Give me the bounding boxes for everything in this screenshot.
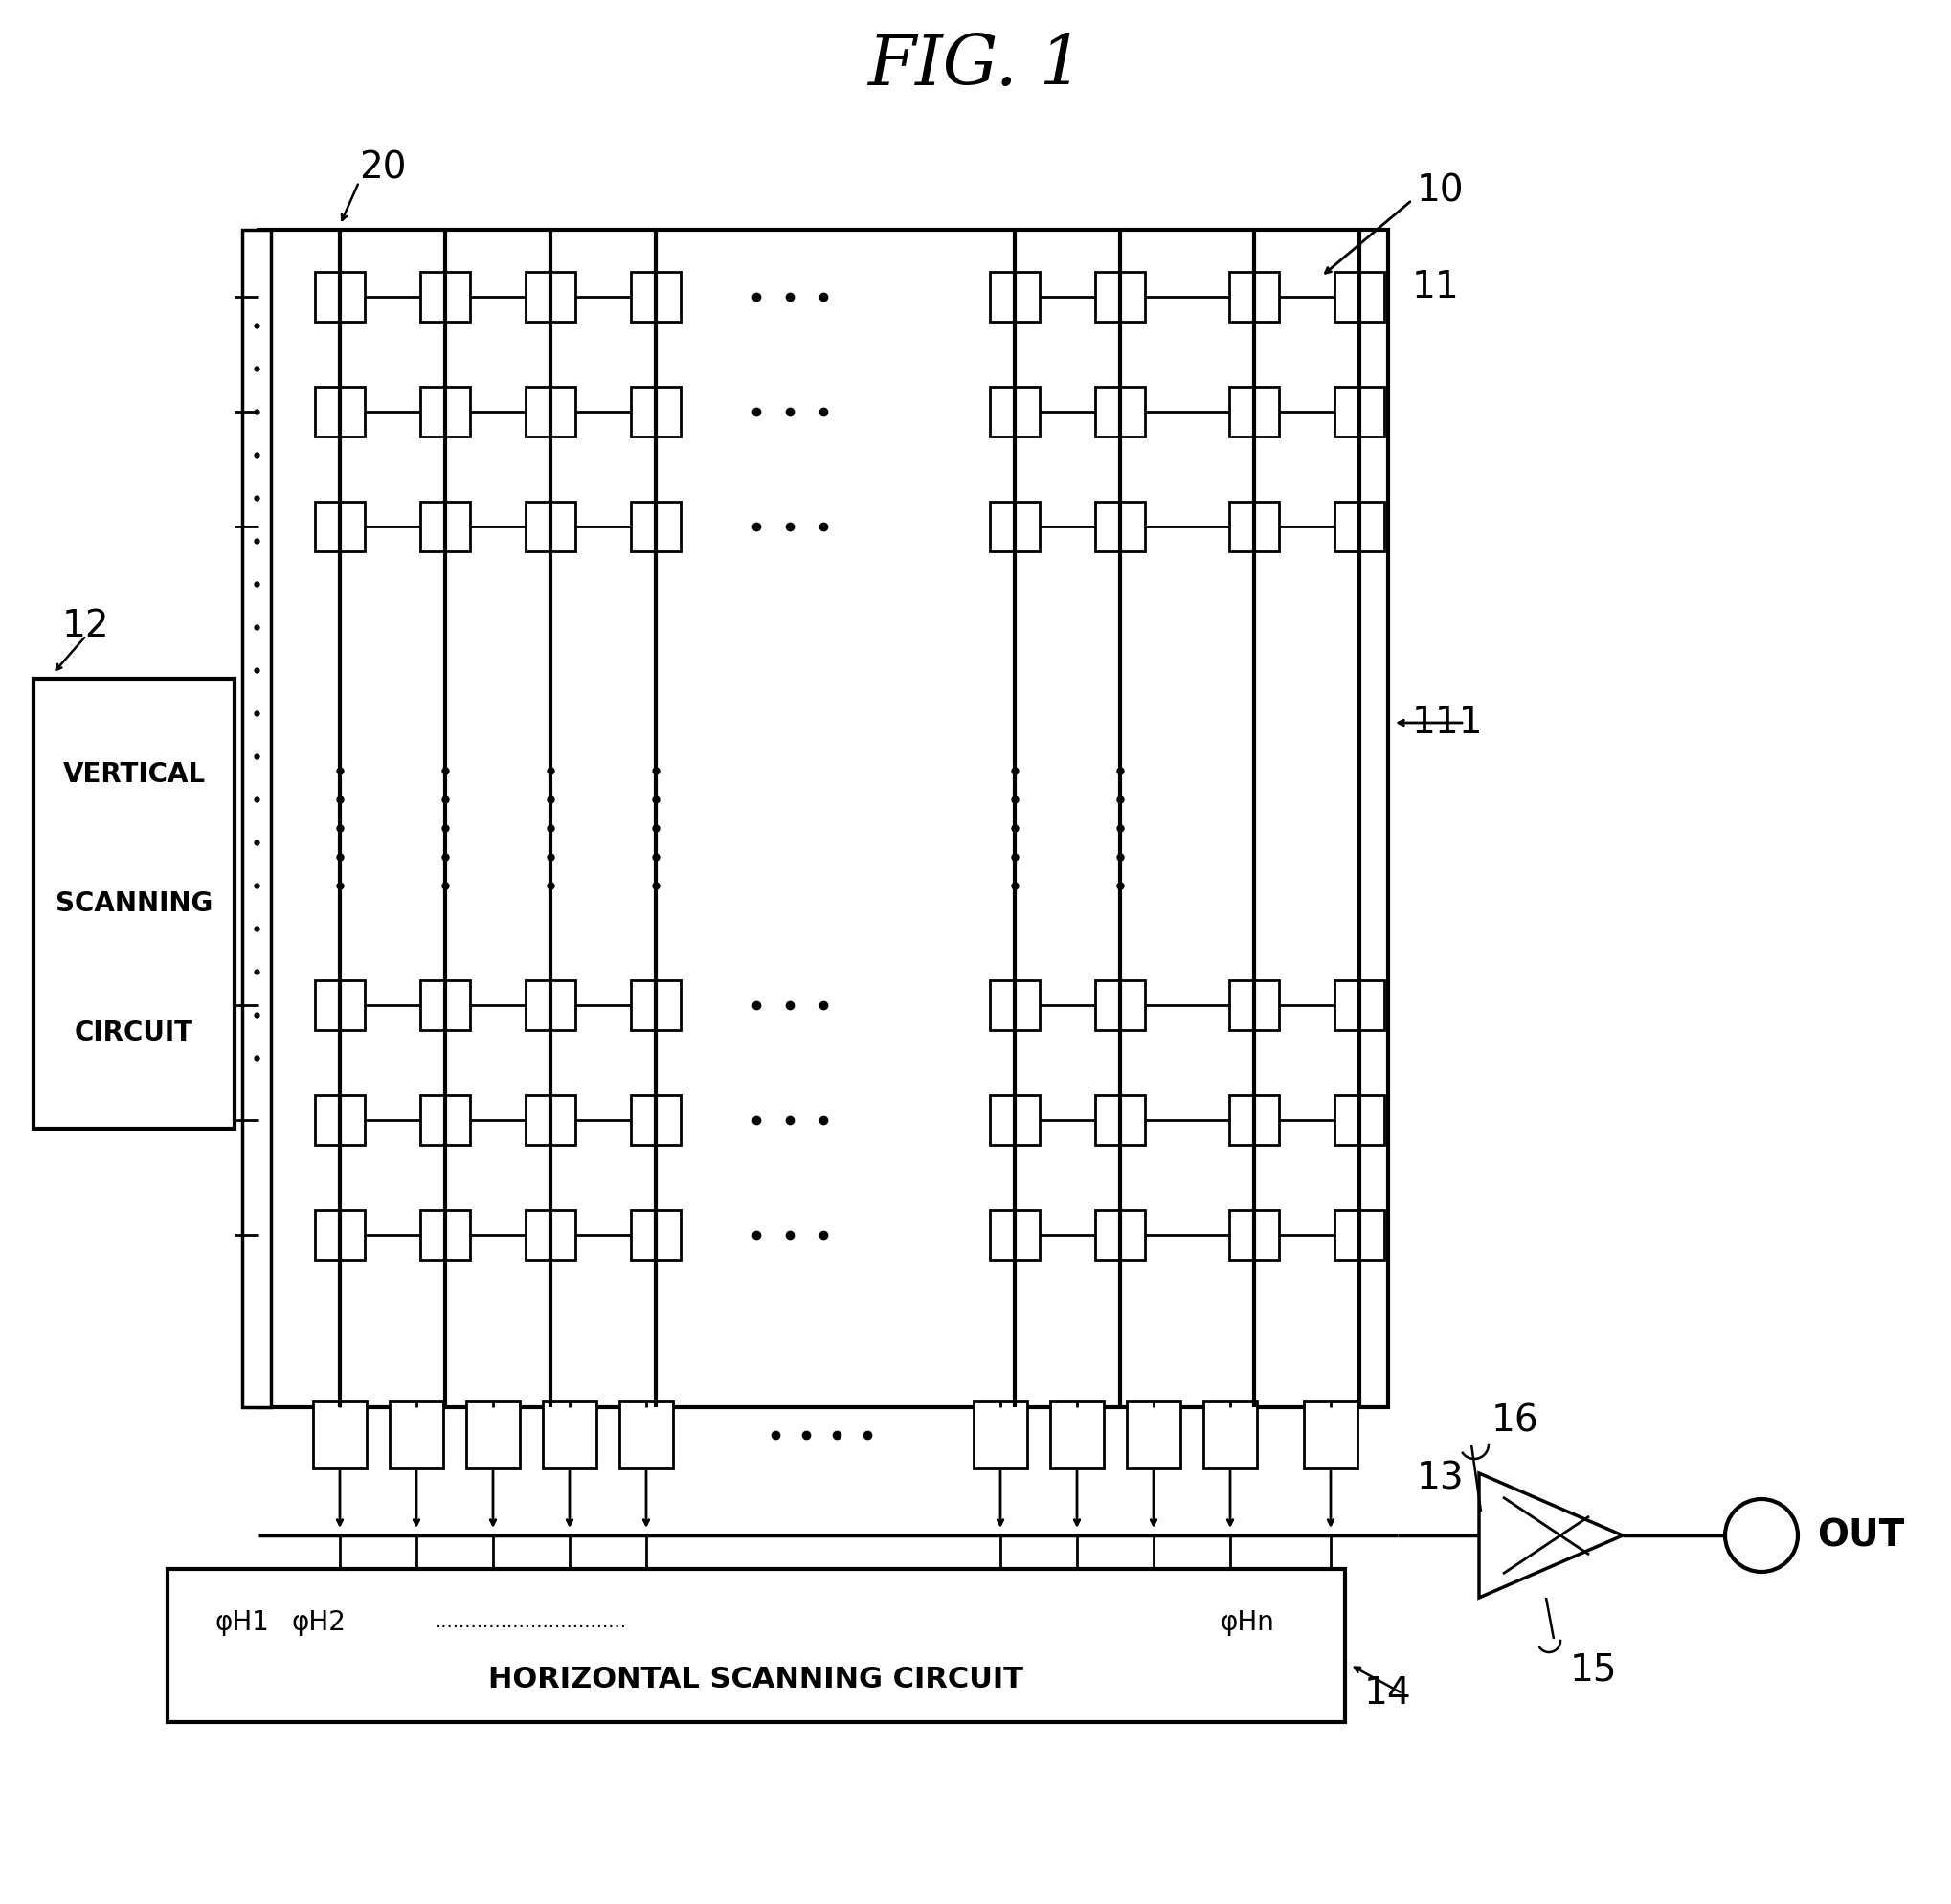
Bar (525, 501, 576, 552)
Text: 13: 13 (1416, 1460, 1465, 1497)
Bar (630, 272, 681, 322)
Text: 11: 11 (1413, 268, 1459, 305)
Text: SCANNING: SCANNING (55, 891, 213, 918)
Bar (989, 272, 1040, 322)
Bar (630, 1209, 681, 1260)
Bar (525, 981, 576, 1030)
Text: ................................: ................................ (435, 1613, 626, 1632)
Bar (989, 1095, 1040, 1144)
Bar (168, 1569, 1344, 1721)
Bar (242, 230, 271, 1407)
Bar (989, 387, 1040, 436)
Text: 15: 15 (1571, 1651, 1617, 1687)
Bar (1095, 1095, 1145, 1144)
Bar (1095, 981, 1145, 1030)
Bar (989, 501, 1040, 552)
Text: 16: 16 (1491, 1403, 1539, 1439)
Bar (1229, 501, 1280, 552)
Bar (1303, 1401, 1358, 1468)
Bar (630, 1095, 681, 1144)
Bar (258, 230, 1387, 1407)
Bar (1229, 387, 1280, 436)
Bar (314, 272, 365, 322)
Text: CIRCUIT: CIRCUIT (74, 1019, 193, 1047)
Text: OUT: OUT (1816, 1517, 1904, 1554)
Bar (1334, 272, 1385, 322)
Text: 10: 10 (1416, 171, 1465, 209)
Text: FIG. 1: FIG. 1 (868, 32, 1083, 99)
Bar (630, 387, 681, 436)
Bar (525, 1095, 576, 1144)
Text: HORIZONTAL SCANNING CIRCUIT: HORIZONTAL SCANNING CIRCUIT (488, 1666, 1024, 1693)
Bar (419, 272, 470, 322)
Bar (419, 981, 470, 1030)
Text: VERTICAL: VERTICAL (62, 762, 205, 788)
Bar (1095, 387, 1145, 436)
Bar (1334, 1209, 1385, 1260)
Bar (1334, 387, 1385, 436)
Text: 14: 14 (1364, 1676, 1413, 1712)
Bar (1095, 1209, 1145, 1260)
Bar (314, 1095, 365, 1144)
Bar (1229, 272, 1280, 322)
Bar (525, 272, 576, 322)
Text: φH1: φH1 (215, 1609, 269, 1636)
Bar (33, 678, 234, 1129)
Bar (1229, 981, 1280, 1030)
Bar (419, 1209, 470, 1260)
Bar (974, 1401, 1026, 1468)
Bar (1095, 501, 1145, 552)
Bar (630, 501, 681, 552)
Bar (314, 501, 365, 552)
Bar (466, 1401, 519, 1468)
Bar (989, 981, 1040, 1030)
Bar (618, 1401, 673, 1468)
Text: φHn: φHn (1221, 1609, 1276, 1636)
Bar (390, 1401, 443, 1468)
Bar (314, 981, 365, 1030)
Bar (1334, 981, 1385, 1030)
Text: φH2: φH2 (293, 1609, 347, 1636)
Bar (1334, 1095, 1385, 1144)
Bar (1229, 1095, 1280, 1144)
Text: 111: 111 (1413, 704, 1483, 741)
Bar (989, 1209, 1040, 1260)
Bar (419, 501, 470, 552)
Bar (1095, 272, 1145, 322)
Bar (630, 981, 681, 1030)
Text: 12: 12 (62, 607, 109, 644)
Bar (1204, 1401, 1256, 1468)
Bar (1128, 1401, 1180, 1468)
Bar (525, 387, 576, 436)
Bar (525, 1209, 576, 1260)
Bar (1050, 1401, 1104, 1468)
Bar (312, 1401, 367, 1468)
Bar (419, 1095, 470, 1144)
Bar (314, 1209, 365, 1260)
Bar (1334, 501, 1385, 552)
Bar (314, 387, 365, 436)
Bar (1229, 1209, 1280, 1260)
Text: 20: 20 (359, 149, 406, 187)
Bar (542, 1401, 597, 1468)
Bar (419, 387, 470, 436)
